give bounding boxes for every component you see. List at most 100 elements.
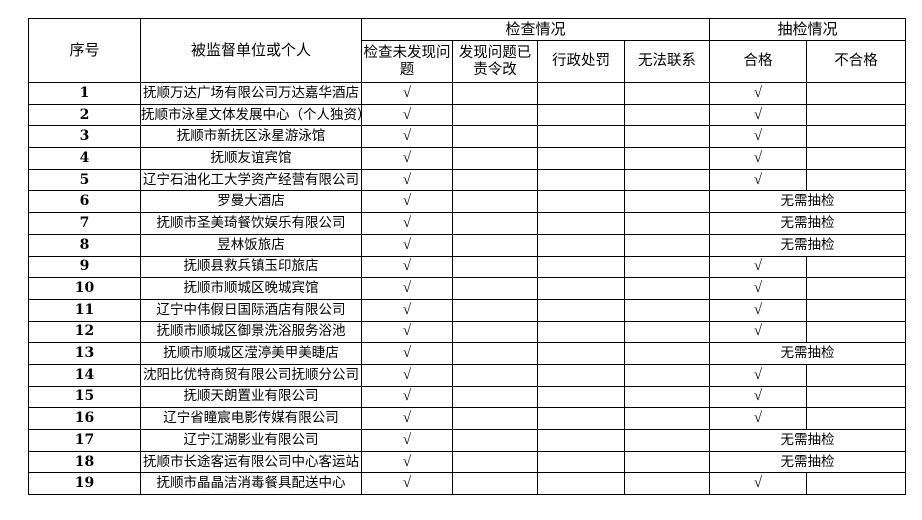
cell-unreachable <box>623 82 711 105</box>
no-need-spot-check: 无需抽检 <box>709 212 907 235</box>
cell-unreachable <box>623 429 711 452</box>
row-unit-name: 抚顺市顺城区晚城宾馆 <box>140 277 362 300</box>
table-row: 3 抚顺市新抚区泳星游泳馆 √ √ <box>28 125 907 149</box>
row-seq: 18 <box>28 450 141 474</box>
cell-fail <box>806 168 907 192</box>
check-no-problem: √ <box>361 450 453 474</box>
row-seq: 2 <box>28 103 141 127</box>
cell-rectify <box>452 277 538 300</box>
row-unit-name: 抚顺市顺城区滢渟美甲美睫店 <box>140 342 362 365</box>
header-rectify: 发现问题已责令改 <box>452 40 538 83</box>
cell-rectify <box>452 450 538 474</box>
cell-penalty <box>537 385 625 409</box>
table-row: 5 辽宁石油化工大学资产经营有限公司 √ √ <box>28 168 907 192</box>
cell-unreachable <box>623 168 711 192</box>
cell-penalty <box>537 450 625 474</box>
check-pass: √ <box>709 363 808 387</box>
check-no-problem: √ <box>361 429 453 452</box>
header-penalty: 行政处罚 <box>537 40 625 83</box>
row-seq: 19 <box>28 472 141 496</box>
cell-unreachable <box>623 298 711 322</box>
row-seq: 9 <box>28 255 141 279</box>
cell-rectify <box>452 212 538 235</box>
cell-penalty <box>537 277 625 300</box>
cell-penalty <box>537 103 625 127</box>
row-unit-name: 辽宁江湖影业有限公司 <box>140 429 362 452</box>
check-pass: √ <box>709 255 808 279</box>
check-no-problem: √ <box>361 342 453 365</box>
cell-rectify <box>452 168 538 192</box>
check-pass: √ <box>709 125 808 149</box>
row-seq: 13 <box>28 342 141 365</box>
cell-rectify <box>452 342 538 365</box>
check-pass: √ <box>709 82 808 105</box>
cell-penalty <box>537 212 625 235</box>
row-unit-name: 抚顺市泳星文体发展中心（个人独资） <box>140 103 362 127</box>
check-pass: √ <box>709 147 808 170</box>
check-no-problem: √ <box>361 277 453 300</box>
cell-penalty <box>537 168 625 192</box>
cell-fail <box>806 298 907 322</box>
check-pass: √ <box>709 407 808 430</box>
header-no-problem: 检查未发现问题 <box>361 40 453 83</box>
cell-rectify <box>452 255 538 279</box>
cell-fail <box>806 363 907 387</box>
table-row: 14 沈阳比优特商贸有限公司抚顺分公司 √ √ <box>28 363 907 387</box>
check-no-problem: √ <box>361 255 453 279</box>
cell-penalty <box>537 147 625 170</box>
cell-fail <box>806 125 907 149</box>
cell-rectify <box>452 125 538 149</box>
table-row: 4 抚顺友谊宾馆 √ √ <box>28 147 907 170</box>
cell-rectify <box>452 298 538 322</box>
cell-unreachable <box>623 320 711 344</box>
cell-unreachable <box>623 277 711 300</box>
no-need-spot-check: 无需抽检 <box>709 429 907 452</box>
row-unit-name: 昱林饭旅店 <box>140 233 362 257</box>
check-pass: √ <box>709 385 808 409</box>
cell-unreachable <box>623 342 711 365</box>
cell-rectify <box>452 320 538 344</box>
cell-rectify <box>452 385 538 409</box>
row-seq: 7 <box>28 212 141 235</box>
supervision-table: 序号 被监督单位或个人 检查情况 抽检情况 检查未发现问题 发现问题已责令改 行… <box>28 18 907 496</box>
check-pass: √ <box>709 168 808 192</box>
table-row: 15 抚顺天朗置业有限公司 √ √ <box>28 385 907 409</box>
cell-penalty <box>537 342 625 365</box>
table-row: 18 抚顺市长途客运有限公司中心客运站 √ 无需抽检 <box>28 450 907 474</box>
row-seq: 6 <box>28 190 141 214</box>
row-seq: 8 <box>28 233 141 257</box>
row-seq: 3 <box>28 125 141 149</box>
header-pass: 合格 <box>709 40 808 83</box>
table-row: 10 抚顺市顺城区晚城宾馆 √ √ <box>28 277 907 300</box>
cell-unreachable <box>623 472 711 496</box>
row-seq: 12 <box>28 320 141 344</box>
row-seq: 5 <box>28 168 141 192</box>
header-fail: 不合格 <box>806 40 907 83</box>
row-unit-name: 抚顺天朗置业有限公司 <box>140 385 362 409</box>
check-no-problem: √ <box>361 233 453 257</box>
check-no-problem: √ <box>361 298 453 322</box>
cell-penalty <box>537 363 625 387</box>
row-seq: 10 <box>28 277 141 300</box>
table-row: 7 抚顺市圣美琦餐饮娱乐有限公司 √ 无需抽检 <box>28 212 907 235</box>
table-row: 1 抚顺万达广场有限公司万达嘉华酒店 √ √ <box>28 82 907 105</box>
header-spot-group: 抽检情况 <box>709 18 907 41</box>
cell-fail <box>806 255 907 279</box>
cell-rectify <box>452 472 538 496</box>
row-unit-name: 抚顺市圣美琦餐饮娱乐有限公司 <box>140 212 362 235</box>
check-no-problem: √ <box>361 125 453 149</box>
cell-penalty <box>537 472 625 496</box>
table-row: 2 抚顺市泳星文体发展中心（个人独资） √ √ <box>28 103 907 127</box>
cell-rectify <box>452 190 538 214</box>
cell-unreachable <box>623 147 711 170</box>
row-seq: 17 <box>28 429 141 452</box>
check-pass: √ <box>709 298 808 322</box>
cell-penalty <box>537 190 625 214</box>
no-need-spot-check: 无需抽检 <box>709 190 907 214</box>
cell-unreachable <box>623 233 711 257</box>
row-seq: 14 <box>28 363 141 387</box>
cell-unreachable <box>623 190 711 214</box>
cell-penalty <box>537 407 625 430</box>
check-no-problem: √ <box>361 472 453 496</box>
check-pass: √ <box>709 277 808 300</box>
